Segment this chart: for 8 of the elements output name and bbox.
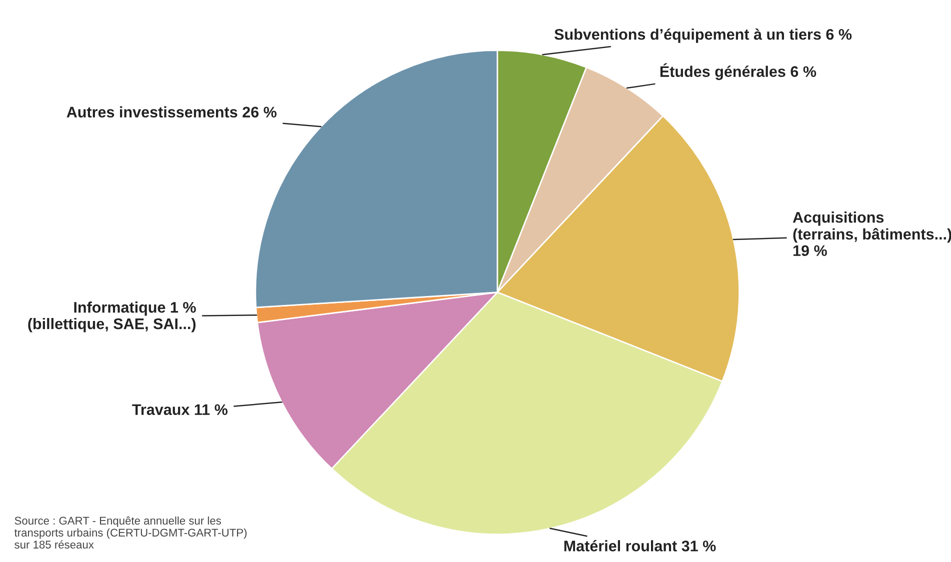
slice-label: Études générales 6 %: [660, 63, 816, 80]
slice-label: Matériel roulant 31 %: [564, 540, 716, 552]
slice-label: Informatique 1 % (billettique, SAE, SAI...): [28, 302, 196, 332]
slice-label: Autres investissements 26 %: [66, 106, 277, 118]
slice-label: Subventions d’équipement à un tiers 6 %: [554, 28, 852, 43]
slice-label: Acquisitions (terrains, bâtiments...) 19 %: [792, 212, 951, 256]
source-note: Source : GART - Enquête annuelle sur les transports urbains (CERTU-DGMT-GART-UTP) sur 185 réseaux: [14, 516, 247, 549]
slice-label: Travaux 11 %: [132, 404, 228, 416]
